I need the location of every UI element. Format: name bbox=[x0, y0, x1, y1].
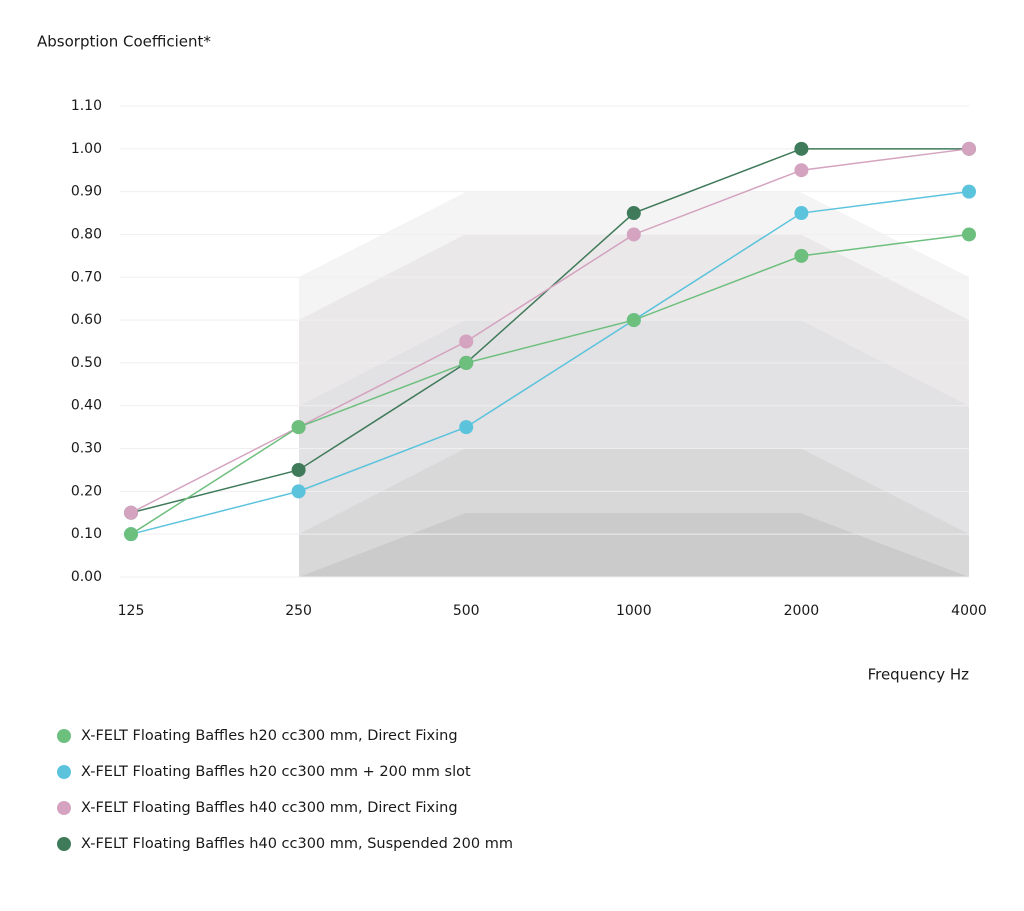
y-tick-label: 0.70 bbox=[71, 269, 102, 285]
y-tick-label: 0.60 bbox=[71, 312, 102, 328]
y-tick-label: 0.90 bbox=[71, 184, 102, 200]
legend-label: X-FELT Floating Baffles h20 cc300 mm + 2… bbox=[81, 764, 471, 780]
legend-swatch bbox=[57, 729, 71, 743]
data-point bbox=[459, 420, 474, 435]
y-tick-label: 0.40 bbox=[71, 398, 102, 414]
y-tick-label: 1.10 bbox=[71, 98, 102, 114]
data-point bbox=[459, 334, 474, 349]
data-point bbox=[794, 206, 809, 221]
y-tick-label: 0.50 bbox=[71, 355, 102, 371]
series-line bbox=[130, 233, 970, 535]
y-tick-label: 0.10 bbox=[71, 526, 102, 542]
grid: 0.00 0.10 0.20 0.30 0.40 0.50 0.60 0.70 0.80 0.90… bbox=[71, 98, 987, 619]
y-tick-label: 0.30 bbox=[71, 441, 102, 457]
y-tick-label: 0.20 bbox=[71, 483, 102, 499]
data-point bbox=[291, 462, 306, 477]
y-tick-label: 0.80 bbox=[71, 226, 102, 242]
legend-label: X-FELT Floating Baffles h40 cc300 mm, Di… bbox=[81, 800, 458, 816]
legend-label: X-FELT Floating Baffles h20 cc300 mm, Di… bbox=[81, 728, 458, 744]
data-point bbox=[962, 141, 976, 156]
data-point bbox=[291, 420, 306, 435]
x-tick-label: 1000 bbox=[616, 603, 652, 619]
x-tick-label: 250 bbox=[285, 603, 312, 619]
x-tick-label: 4000 bbox=[951, 603, 987, 619]
legend-swatch bbox=[57, 765, 71, 779]
x-tick-label: 2000 bbox=[784, 603, 820, 619]
data-point bbox=[291, 484, 306, 499]
legend-swatch bbox=[57, 801, 71, 815]
data-point bbox=[459, 355, 474, 370]
x-axis-title: Frequency Hz bbox=[868, 666, 970, 684]
x-tick-label: 125 bbox=[118, 603, 145, 619]
data-point bbox=[124, 527, 138, 542]
data-point bbox=[794, 248, 809, 263]
x-tick-label: 500 bbox=[453, 603, 480, 619]
plot bbox=[124, 141, 976, 542]
zone bbox=[299, 513, 969, 577]
class-zones bbox=[299, 192, 969, 577]
data-point bbox=[794, 163, 809, 178]
y-axis-title: Absorption Coefficient* bbox=[37, 33, 211, 51]
data-point bbox=[962, 227, 976, 242]
data-point bbox=[626, 206, 641, 221]
data-point bbox=[794, 141, 809, 156]
y-tick-label: 0.00 bbox=[71, 569, 102, 585]
data-point bbox=[626, 227, 641, 242]
y-tick-label: 1.00 bbox=[71, 141, 102, 157]
data-point bbox=[124, 505, 138, 520]
data-point bbox=[626, 313, 641, 328]
legend-label: X-FELT Floating Baffles h40 cc300 mm, Su… bbox=[81, 836, 513, 852]
legend-swatch bbox=[57, 837, 71, 851]
series-line bbox=[130, 190, 970, 535]
data-point bbox=[962, 184, 976, 199]
series-line bbox=[130, 148, 970, 514]
legend: X-FELT Floating Baffles h20 cc300 mm, Di… bbox=[57, 728, 513, 852]
